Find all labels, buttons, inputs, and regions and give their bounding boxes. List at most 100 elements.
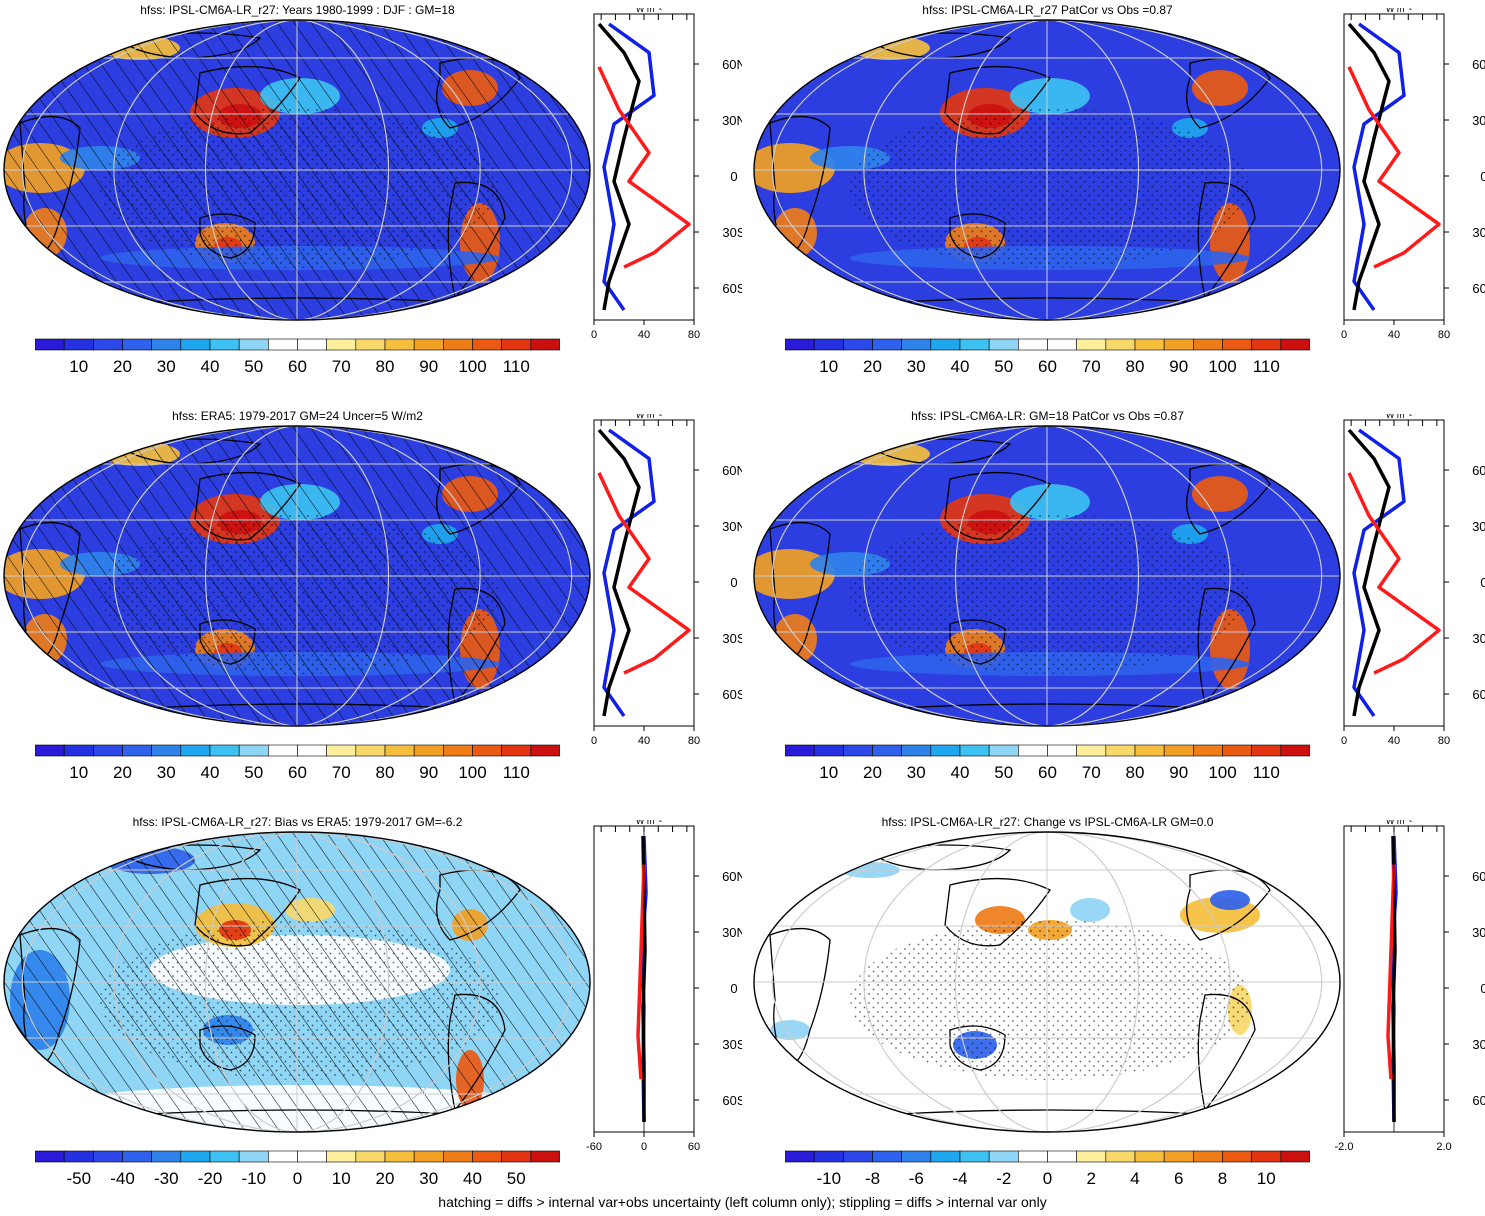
colorbar-tick-label: 30: [907, 357, 926, 376]
stippling-overlay: [850, 108, 1250, 268]
colorbar-tick-label: 100: [1208, 763, 1236, 782]
colorbar-tick-label: 10: [819, 357, 838, 376]
colorbar-swatch: [843, 1150, 873, 1163]
colorbar-swatch: [443, 744, 473, 757]
colorbar-swatch: [1076, 1150, 1107, 1163]
zonal-mean-line-blue: [1352, 22, 1406, 312]
graticule-meridian: [771, 20, 1323, 320]
graticule-meridian: [204, 426, 390, 726]
colorbar-tick-label: -6: [909, 1169, 924, 1188]
latitude-label: 30N: [1472, 519, 1485, 534]
colorbar-tick-label: 20: [113, 357, 132, 376]
colorbar-swatch: [901, 744, 932, 757]
colorbar-swatch: [1193, 338, 1223, 351]
latitude-label: 30S: [1472, 1037, 1485, 1052]
colorbar-tick-label: 0: [293, 1169, 302, 1188]
colorbar-swatch: [1018, 1150, 1048, 1163]
colorbar-swatch: [326, 744, 357, 757]
zonal-tick-label: 2.0: [1436, 1141, 1451, 1153]
colorbar-tick-label: 90: [1169, 763, 1188, 782]
graticule-meridian: [771, 832, 1323, 1132]
global-map: [753, 831, 1341, 1133]
colorbar-tick-label: 60: [288, 763, 307, 782]
colorbar-swatch: [501, 744, 532, 757]
colorbar-tick-label: 20: [863, 357, 882, 376]
colorbar-swatch: [297, 338, 327, 351]
colorbar: 10 20 30 40 50 60 70 80 90 100 110: [35, 744, 560, 782]
panel-era5-obs: hfss: ERA5: 1979-2017 GM=24 Uncer=5 W/m2…: [0, 406, 742, 810]
map-anomaly-region: [1192, 476, 1248, 512]
zonal-frame: [593, 13, 695, 321]
colorbar-swatch: [1280, 1150, 1310, 1163]
colorbar-swatch: [1222, 338, 1252, 351]
graticule-meridian: [21, 426, 573, 726]
colorbar-tick-label: 8: [1218, 1169, 1227, 1188]
colorbar-swatch: [930, 1150, 961, 1163]
map-field: [4, 832, 590, 1132]
latitude-label: 30S: [1472, 225, 1485, 240]
colorbar-swatch: [1076, 338, 1107, 351]
colorbar-swatch: [93, 338, 123, 351]
panel-model-djf: hfss: IPSL-CM6A-LR_r27: Years 1980-1999 …: [0, 0, 742, 404]
panel-model-patcor: hfss: IPSL-CM6A-LR_r27 PatCor vs Obs =0.…: [750, 0, 1485, 404]
colorbar-swatch: [297, 1150, 327, 1163]
latitude-label: 60S: [722, 687, 742, 702]
colorbar-swatch: [63, 744, 94, 757]
map-anomaly-region: [1010, 78, 1090, 114]
colorbar-tick-label: 50: [507, 1169, 526, 1188]
colorbar-swatch: [1251, 338, 1282, 351]
colorbar-tick-label: -4: [952, 1169, 967, 1188]
zonal-mean-line-red: [597, 66, 691, 269]
colorbar-tick-label: 10: [69, 763, 88, 782]
colorbar-tick-label: 90: [1169, 357, 1188, 376]
colorbar-swatch: [180, 338, 211, 351]
graticule-meridian: [863, 426, 1231, 726]
colorbar-swatch: [472, 744, 502, 757]
colorbar-tick-label: 2: [1087, 1169, 1096, 1188]
colorbar: 10 20 30 40 50 60 70 80 90 100 110: [785, 744, 1310, 782]
colorbar-swatch: [151, 338, 182, 351]
graticule-meridian: [113, 20, 481, 320]
colorbar-tick-label: 70: [332, 763, 351, 782]
colorbar-swatch: [988, 744, 1019, 757]
colorbar-tick-label: 30: [157, 763, 176, 782]
colorbar-swatch: [151, 744, 182, 757]
colorbar-tick-label: 90: [419, 357, 438, 376]
colorbar-swatch: [813, 338, 844, 351]
zonal-frame: [1343, 13, 1445, 321]
panel-title: hfss: IPSL-CM6A-LR_r27: Years 1980-1999 …: [140, 3, 455, 17]
latitude-label: 0: [730, 169, 737, 184]
colorbar-tick-label: 10: [69, 357, 88, 376]
graticule-meridian: [863, 20, 1231, 320]
colorbar-tick-label: 70: [332, 357, 351, 376]
colorbar-swatch: [122, 338, 152, 351]
colorbar-tick-label: 40: [201, 763, 220, 782]
map-field: [754, 832, 1340, 1132]
colorbar-tick-label: 80: [376, 763, 395, 782]
colorbar-tick-label: 40: [951, 763, 970, 782]
colorbar-swatch: [1251, 1150, 1282, 1163]
latitude-label: 60S: [1472, 687, 1485, 702]
colorbar-tick-label: 20: [113, 763, 132, 782]
zonal-tick-label: -60: [586, 1141, 602, 1153]
colorbar-tick-label: 90: [419, 763, 438, 782]
colorbar-swatch: [122, 744, 152, 757]
zonal-units-label: W m⁻²: [636, 414, 662, 420]
zonal-tick-label: -2.0: [1335, 1141, 1354, 1153]
stippling-overlay: [100, 514, 500, 674]
colorbar-swatch: [63, 1150, 94, 1163]
colorbar-swatch: [872, 338, 902, 351]
colorbar-swatch: [63, 338, 94, 351]
latitude-label: 30N: [722, 925, 742, 940]
zonal-mean-plot: W m⁻² 60N 30N 0 30S 60S 0 40 80: [1341, 8, 1485, 341]
colorbar-swatch: [930, 744, 961, 757]
colorbar-tick-label: 50: [994, 763, 1013, 782]
latitude-label: 30S: [722, 631, 742, 646]
colorbar-swatch: [1134, 744, 1165, 757]
colorbar-swatch: [501, 1150, 532, 1163]
colorbar-tick-label: 110: [1253, 763, 1280, 782]
map-border: [753, 831, 1341, 1133]
global-map: [753, 19, 1341, 321]
coastline: [1186, 463, 1271, 535]
colorbar-swatch: [1018, 338, 1048, 351]
